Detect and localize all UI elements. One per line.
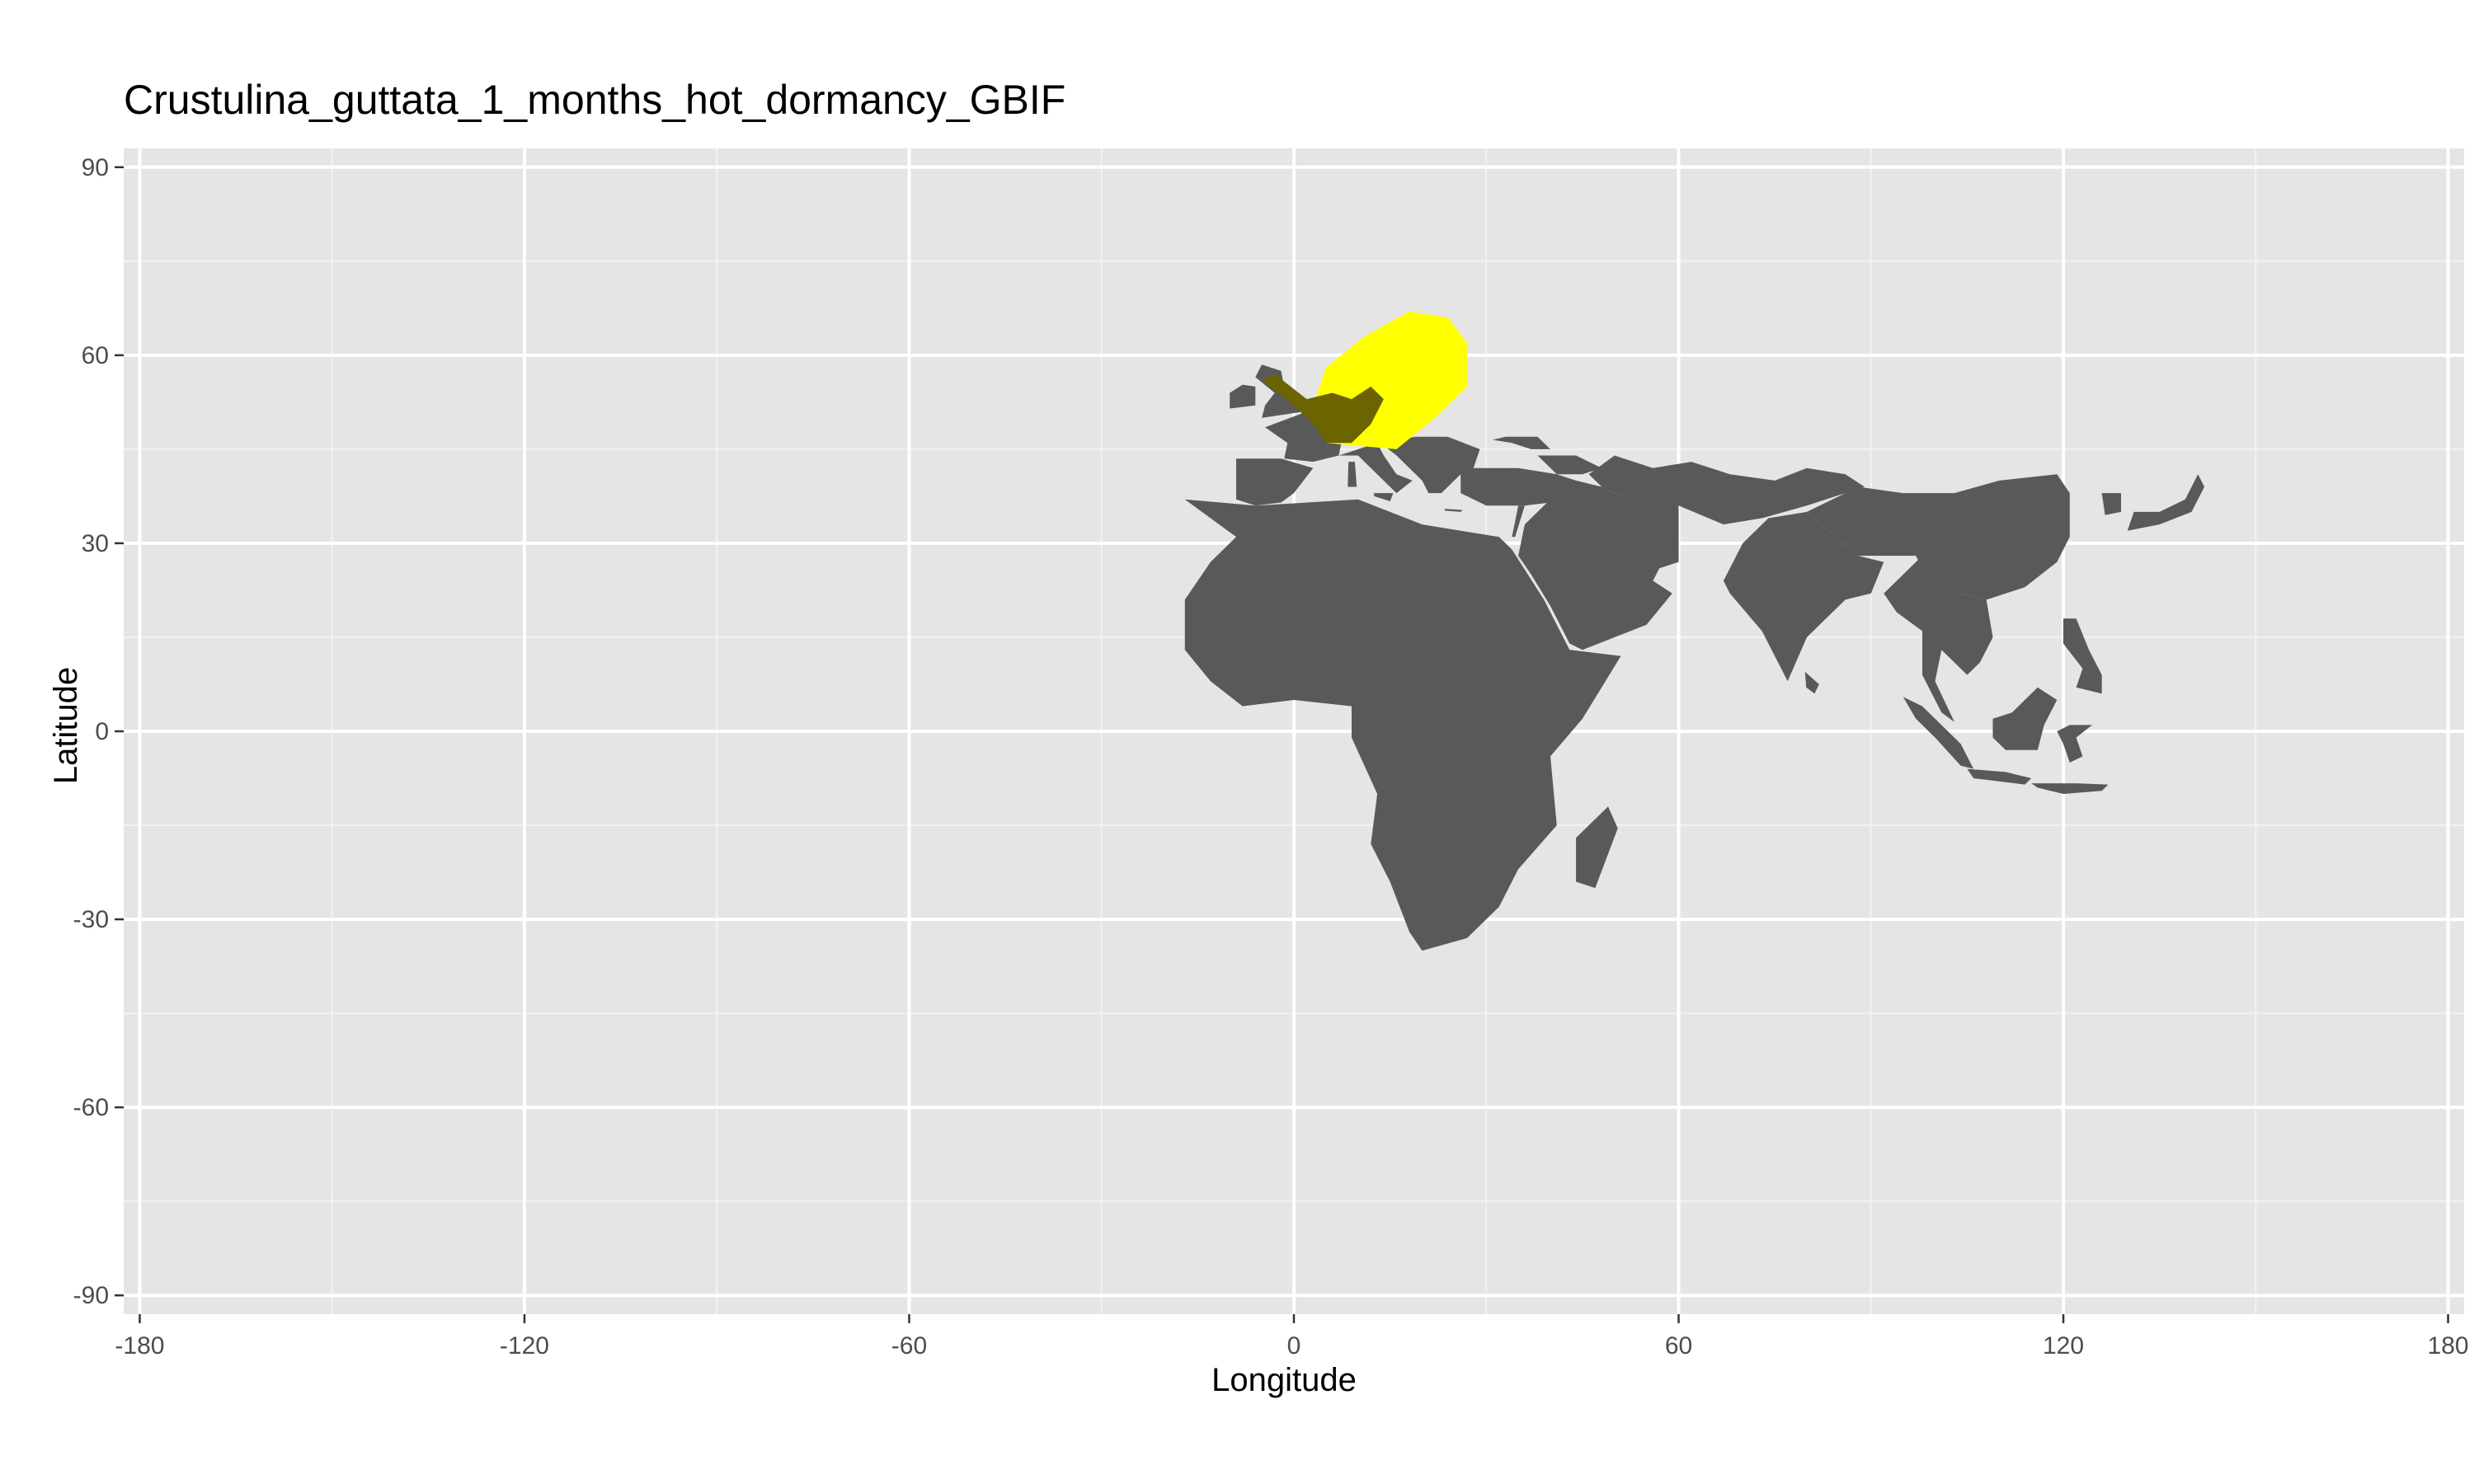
x-tick-label: 60 <box>1665 1332 1692 1360</box>
y-tick-label: 60 <box>82 342 109 369</box>
y-tick-label: -90 <box>73 1282 109 1309</box>
region-tibet-and-china <box>1807 474 2070 600</box>
region-suitable-over-land <box>1262 373 1384 444</box>
region-sumatra <box>1903 697 1974 769</box>
region-indochina <box>1884 556 1993 722</box>
region-caucasus <box>1537 455 1602 475</box>
x-axis-title: Longitude <box>1211 1362 1357 1398</box>
region-iberia <box>1236 458 1314 506</box>
y-tick-label: 0 <box>95 718 109 745</box>
region-lesser-sunda <box>2031 783 2109 794</box>
region-crete <box>1444 509 1463 512</box>
y-tick-label: 30 <box>82 530 109 557</box>
x-tick-label: 120 <box>2043 1332 2084 1360</box>
region-sardinia-and-corsica <box>1348 462 1357 487</box>
region-south-asia <box>1723 511 1884 682</box>
region-philippines <box>2063 618 2102 694</box>
region-africa <box>1184 499 1621 951</box>
region-middle-east <box>1518 480 1679 650</box>
region-balkans <box>1380 436 1480 494</box>
region-borneo <box>1992 687 2058 750</box>
region-italy <box>1338 443 1413 494</box>
x-tick-label: 0 <box>1287 1332 1301 1360</box>
x-tick-label: -120 <box>500 1332 549 1360</box>
region-korea <box>2101 493 2121 515</box>
chart-title: Crustulina_guttata_1_months_hot_dormancy… <box>124 77 1066 123</box>
land-layer <box>1184 311 2205 951</box>
region-ireland <box>1230 384 1256 409</box>
y-tick-label: -30 <box>73 906 109 933</box>
x-tick-label: -180 <box>115 1332 164 1360</box>
x-tick-label: -60 <box>891 1332 927 1360</box>
x-axis-ticks: -180 -120 -60 0 60 120 180 <box>115 1314 2469 1360</box>
region-central-asia <box>1588 455 1865 525</box>
y-axis-ticks: -90 -60 -30 0 30 60 90 <box>73 154 124 1309</box>
y-tick-label: -60 <box>73 1094 109 1121</box>
region-sicily <box>1374 493 1394 501</box>
x-tick-label: 180 <box>2428 1332 2469 1360</box>
y-tick-label: 90 <box>82 154 109 181</box>
y-axis-title: Latitude <box>48 666 84 785</box>
region-levant <box>1512 505 1525 538</box>
region-sri-lanka <box>1804 671 1819 694</box>
region-java <box>1967 768 2032 785</box>
region-japan <box>2127 474 2205 531</box>
region-black-sea-north <box>1479 436 1550 449</box>
region-sulawesi <box>2057 725 2092 763</box>
region-madagascar <box>1576 806 1618 889</box>
region-anatolia <box>1460 467 1577 506</box>
